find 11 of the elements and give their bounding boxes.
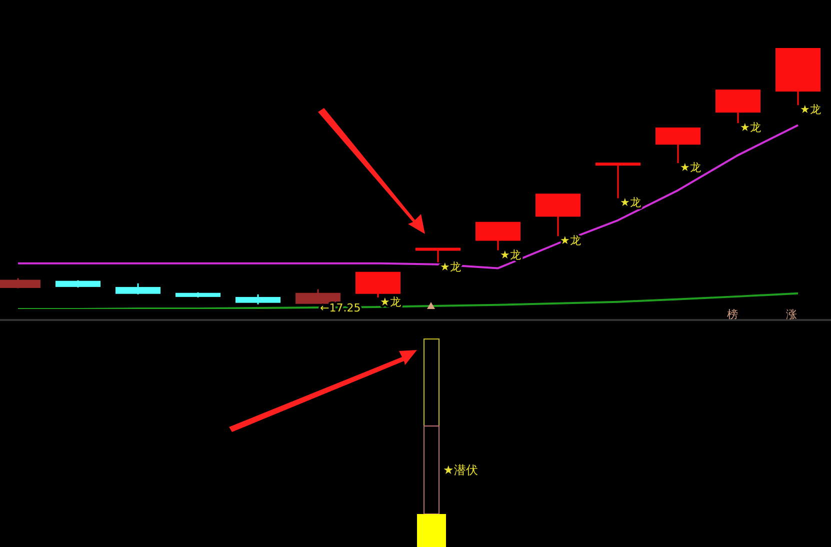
text: 涨 [786,308,797,321]
text: ★龙 [380,295,401,308]
text: ★潜伏 [443,463,478,477]
text: 榜 [727,308,738,321]
candlestick [416,247,460,264]
candlestick [596,162,640,199]
text: ★龙 [500,248,521,262]
text: ★龙 [620,196,641,210]
text: ★龙 [680,161,701,174]
text: ★龙 [800,103,821,116]
text: ★龙 [740,121,761,134]
